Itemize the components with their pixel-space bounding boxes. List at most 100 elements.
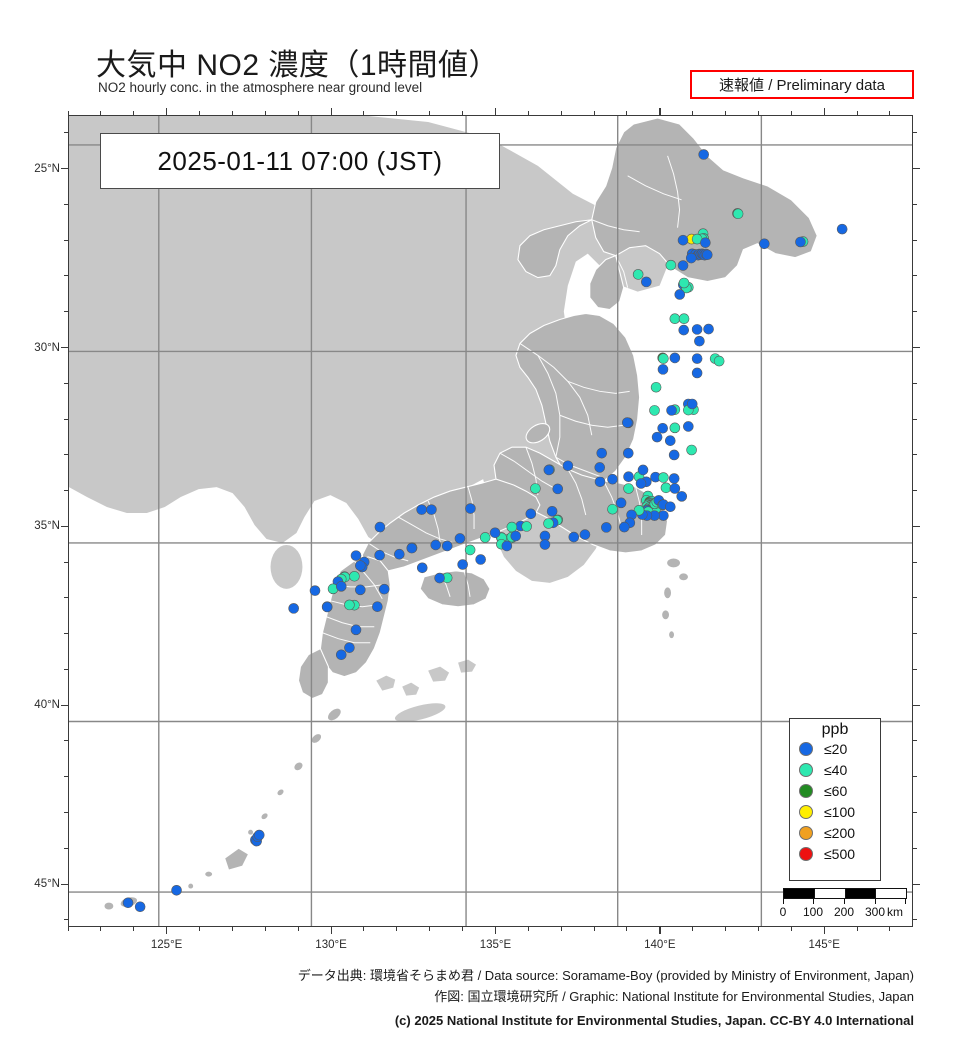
observation-point <box>350 550 362 561</box>
lon-minor-tick <box>692 927 694 931</box>
observation-point <box>664 435 676 446</box>
observation-point <box>394 548 405 560</box>
observation-point <box>525 508 537 520</box>
observation-point <box>506 521 518 533</box>
lat-minor-tick-right <box>913 740 917 742</box>
lat-minor-tick-right <box>913 418 917 420</box>
legend-row-2[interactable]: ≤60 <box>790 781 880 802</box>
scale-bar-ticks <box>783 899 907 904</box>
legend-swatch-icon <box>799 805 813 820</box>
observation-point <box>668 473 680 484</box>
lon-tick-mark <box>494 927 497 934</box>
lon-minor-tick <box>626 927 628 931</box>
legend-rows: ≤20 ≤40 ≤60 ≤100 ≤200 ≤500 <box>790 739 880 865</box>
lon-minor-tick <box>231 927 233 931</box>
preliminary-data-badge: 速報値 / Preliminary data <box>690 70 914 99</box>
lat-tick-mark <box>61 883 68 885</box>
lon-minor-tick <box>725 927 727 931</box>
observation-point <box>691 353 703 364</box>
lon-minor-tick <box>429 927 431 931</box>
lat-minor-tick <box>64 454 68 456</box>
legend-label: ≤100 <box>824 804 856 821</box>
observation-point <box>637 464 649 476</box>
observation-point <box>309 585 321 596</box>
lat-tick-label: 30°N <box>34 341 60 354</box>
observation-point <box>374 521 386 533</box>
footer-copyright: (c) 2025 National Institute for Environm… <box>394 1013 914 1028</box>
scale-bar: km 0 100 200 300 <box>780 888 907 920</box>
lon-minor-tick-top <box>199 111 201 115</box>
lon-tick-mark-top <box>659 108 661 115</box>
lon-minor-tick <box>396 927 398 931</box>
lat-minor-tick <box>64 740 68 742</box>
lat-minor-tick-right <box>913 633 917 635</box>
lat-minor-tick <box>64 633 68 635</box>
lon-tick-mark-top <box>330 108 332 115</box>
lat-minor-tick-right <box>913 812 917 814</box>
scale-seg-3 <box>845 889 877 898</box>
observation-point <box>454 533 466 544</box>
lon-minor-tick-top <box>790 111 792 115</box>
footer-data-source: データ出典: 環境省そらまめ君 / Data source: Soramame-… <box>297 968 914 983</box>
observation-point <box>678 324 690 336</box>
lon-minor-tick <box>889 927 891 931</box>
scale-bar-label: 200 <box>833 905 855 919</box>
observation-point <box>657 364 669 375</box>
lon-minor-tick-top <box>100 111 102 115</box>
lon-minor-tick <box>527 927 529 931</box>
legend-swatch-icon <box>799 847 813 862</box>
observation-point <box>686 398 698 410</box>
observation-point <box>623 483 634 494</box>
lat-minor-tick <box>64 311 68 313</box>
observation-point <box>700 237 711 248</box>
observation-point <box>510 530 522 542</box>
lon-tick-mark <box>659 927 661 934</box>
map-frame[interactable] <box>68 115 913 927</box>
lat-minor-tick-right <box>913 847 917 849</box>
lat-minor-tick <box>64 418 68 420</box>
observation-point <box>434 572 445 584</box>
observation-point <box>641 276 652 288</box>
observation-point <box>678 313 690 324</box>
observation-point <box>635 478 647 489</box>
lat-tick-label: 40°N <box>34 699 60 712</box>
observation-point <box>669 313 681 324</box>
lat-tick-mark-right <box>913 525 920 528</box>
observation-point <box>664 501 676 513</box>
lon-minor-tick-top <box>725 111 727 115</box>
lat-minor-tick <box>64 382 68 384</box>
observation-point <box>678 277 690 289</box>
lat-minor-tick <box>64 132 68 134</box>
footer: データ出典: 環境省そらまめ君 / Data source: Soramame-… <box>0 965 980 1031</box>
observation-point <box>732 208 744 220</box>
lon-minor-tick-top <box>889 111 891 115</box>
observation-point <box>457 559 468 570</box>
lon-tick-mark-top <box>823 108 825 115</box>
footer-graphic-credit: 作図: 国立環境研究所 / Graphic: National Institut… <box>434 989 914 1004</box>
legend-swatch-icon <box>799 742 813 757</box>
legend-row-0[interactable]: ≤20 <box>790 739 880 760</box>
lat-minor-tick <box>64 919 68 921</box>
observation-point <box>658 353 669 364</box>
timestamp-label: 2025-01-11 07:00 (JST) <box>100 133 500 189</box>
lon-tick-label: 135°E <box>479 939 512 951</box>
lat-minor-tick <box>64 776 68 778</box>
legend-row-5[interactable]: ≤500 <box>790 844 880 865</box>
observation-point <box>378 583 390 595</box>
legend-label: ≤60 <box>824 783 848 800</box>
lon-minor-tick-top <box>626 111 628 115</box>
observation-point <box>691 367 703 379</box>
lat-tick-mark <box>61 704 68 706</box>
lon-minor-tick-top <box>593 111 595 115</box>
legend-row-1[interactable]: ≤40 <box>790 760 880 781</box>
observation-point <box>546 506 558 517</box>
observation-point <box>539 539 551 550</box>
lat-minor-tick <box>64 203 68 205</box>
observation-point <box>465 503 476 514</box>
legend-row-3[interactable]: ≤100 <box>790 802 880 823</box>
legend-panel[interactable]: ppb ≤20 ≤40 ≤60 ≤100 ≤200 ≤500 <box>789 718 881 881</box>
legend-row-4[interactable]: ≤200 <box>790 823 880 844</box>
lon-minor-tick <box>133 927 135 931</box>
lat-minor-tick <box>64 668 68 670</box>
observation-point <box>685 252 697 264</box>
